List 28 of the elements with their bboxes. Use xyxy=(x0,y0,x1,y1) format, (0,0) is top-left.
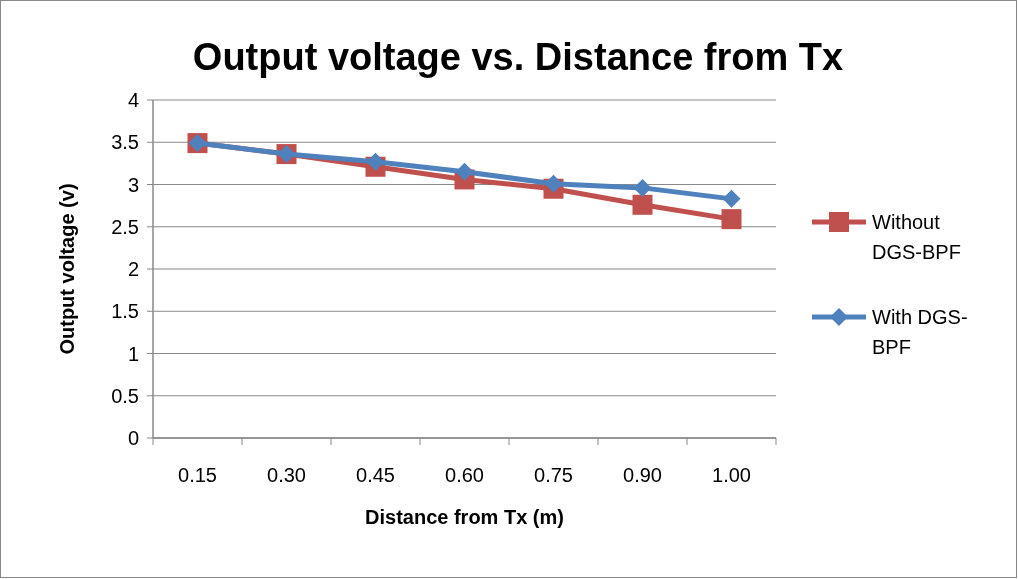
x-tick-label: 0.60 xyxy=(445,464,484,486)
x-tick-label: 1.00 xyxy=(712,464,751,486)
point xyxy=(633,178,652,197)
point xyxy=(455,162,474,181)
y-tick-label: 3.5 xyxy=(111,131,139,154)
y-tick-label: 2.5 xyxy=(111,215,139,238)
y-tick-label: 1.5 xyxy=(111,300,139,323)
x-tick-label: 0.45 xyxy=(356,464,395,486)
point xyxy=(721,209,742,230)
y-tick-label: 2 xyxy=(127,258,139,280)
point xyxy=(722,189,741,208)
x-tick-label: 0.75 xyxy=(534,464,573,486)
legend-label: Without DGS-BPF xyxy=(872,211,961,263)
point xyxy=(632,194,653,215)
legend-label: With DGS-BPF xyxy=(872,306,968,358)
y-tick-label: 0 xyxy=(127,427,139,449)
chart-title: Output voltage vs. Distance from Tx xyxy=(192,36,844,78)
y-tick-label: 0.5 xyxy=(111,384,139,407)
y-tick-label: 3 xyxy=(127,173,139,196)
x-tick-label: 0.15 xyxy=(178,464,217,486)
point xyxy=(544,174,563,193)
x-tick-label: 0.30 xyxy=(267,464,306,486)
y-tick-label: 4 xyxy=(127,89,139,111)
y-axis-title: Output voltage (v) xyxy=(56,183,78,355)
y-tick-label: 1 xyxy=(127,342,139,365)
x-axis-title: Distance from Tx (m) xyxy=(365,506,564,528)
x-tick-label: 0.90 xyxy=(623,464,662,486)
point xyxy=(366,152,385,171)
